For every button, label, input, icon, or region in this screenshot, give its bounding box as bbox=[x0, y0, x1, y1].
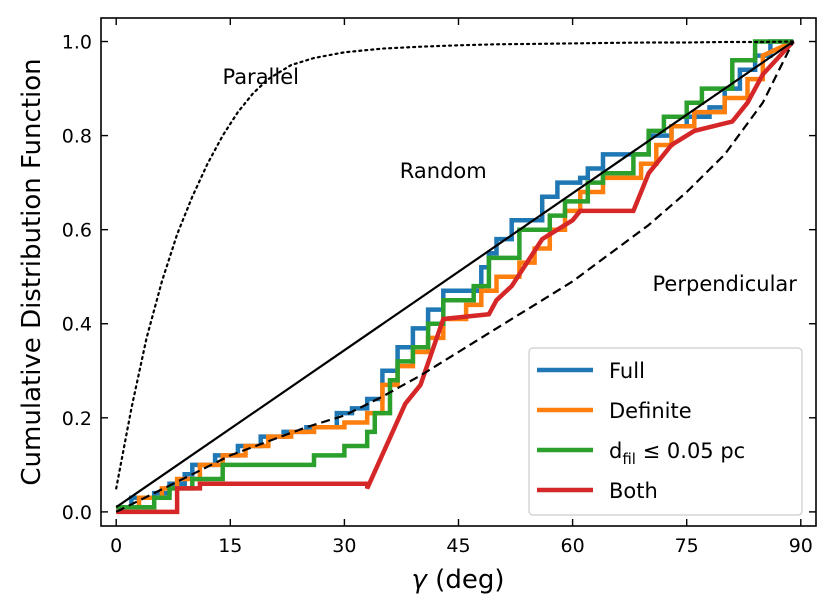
x-axis-unit: (deg) bbox=[427, 565, 505, 595]
x-tick-label: 15 bbox=[218, 535, 242, 557]
tick-labels: 0 15 30 45 60 75 90 0.0 0.2 0.4 0.6 0.8 1.0 bbox=[62, 32, 813, 557]
x-tick-label: 75 bbox=[675, 535, 699, 557]
legend-label: dfil ≤ 0.05 pc bbox=[609, 439, 745, 468]
plot-area bbox=[115, 39, 795, 515]
x-axis-symbol: γ bbox=[412, 565, 429, 595]
legend-label: Definite bbox=[609, 399, 692, 423]
y-tick-label: 0.8 bbox=[62, 126, 92, 148]
y-tick-label: 0.2 bbox=[62, 408, 92, 430]
x-tick-label: 0 bbox=[110, 535, 122, 557]
y-tick-label: 0.4 bbox=[62, 314, 92, 336]
series-line-4 bbox=[116, 39, 795, 515]
annotation-random: Random bbox=[400, 159, 487, 183]
x-axis-label: γ (deg) bbox=[412, 565, 505, 595]
legend-label: Full bbox=[609, 359, 645, 383]
legend: Full Definite dfil ≤ 0.05 pc Both bbox=[528, 347, 803, 516]
legend-label: Both bbox=[609, 479, 658, 503]
annotation-perpendicular: Perpendicular bbox=[653, 272, 798, 296]
annotation-parallel: Parallel bbox=[222, 65, 299, 89]
y-tick-label: 0.0 bbox=[62, 502, 92, 524]
reference-curve-parallel bbox=[115, 40, 795, 490]
reference-curve-random bbox=[115, 40, 794, 509]
series-line-3 bbox=[116, 39, 794, 510]
y-axis-label: Cumulative Distribution Function bbox=[17, 58, 47, 485]
x-tick-label: 30 bbox=[332, 535, 356, 557]
reference-curve-perpendicular bbox=[115, 41, 795, 513]
axis-ticks bbox=[101, 18, 816, 526]
x-tick-label: 60 bbox=[561, 535, 585, 557]
x-tick-label: 45 bbox=[446, 535, 470, 557]
y-tick-label: 0.6 bbox=[62, 220, 92, 242]
legend-box bbox=[528, 347, 803, 516]
annotations: Parallel Random Perpendicular bbox=[222, 65, 797, 296]
y-tick-label: 1.0 bbox=[62, 32, 92, 54]
x-tick-label: 90 bbox=[789, 535, 813, 557]
